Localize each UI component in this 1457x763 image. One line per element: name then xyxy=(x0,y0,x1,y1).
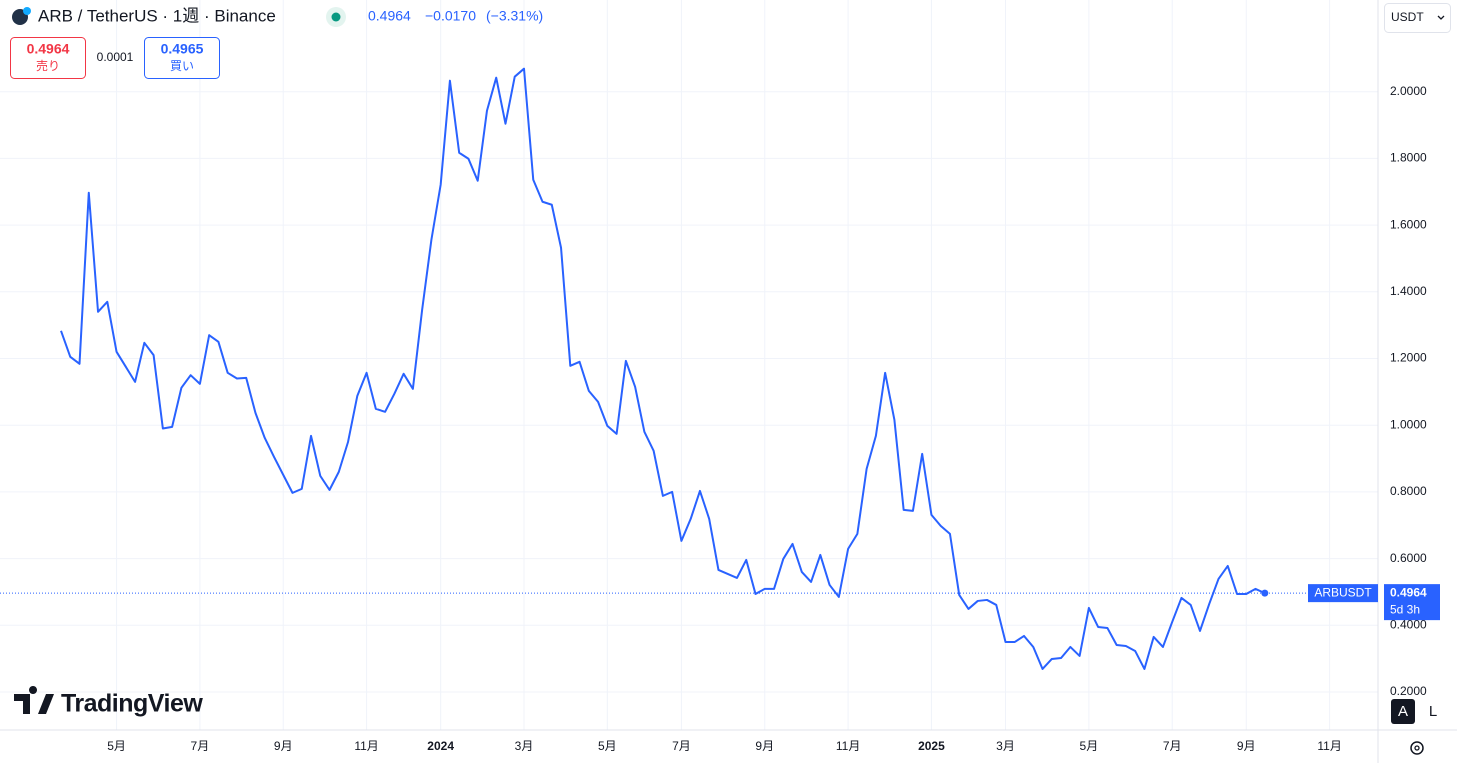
y-tick-label: 2.0000 xyxy=(1390,84,1427,98)
header-change-pct: (−3.31%) xyxy=(486,8,543,24)
price-label: 0.4964 xyxy=(1390,585,1427,599)
sell-button[interactable] xyxy=(10,37,86,79)
currency-select[interactable] xyxy=(1384,3,1451,33)
x-tick-label: 11月 xyxy=(354,739,378,753)
y-tick-label: 1.0000 xyxy=(1390,417,1427,431)
spread: 0.0001 xyxy=(97,50,134,64)
grid xyxy=(0,0,1378,730)
x-tick-label: 9月 xyxy=(755,739,774,753)
y-tick-label: 1.6000 xyxy=(1390,217,1427,231)
axes: 0.2000 0.4000 0.6000 0.8000 1.0000 1.2000 1.40… xyxy=(107,84,1427,753)
y-tick-label: 0.8000 xyxy=(1390,484,1427,498)
sell-price: 0.4964 xyxy=(27,41,70,57)
x-tick-label: 5月 xyxy=(1080,739,1099,753)
symbol-label-bg xyxy=(1308,584,1378,603)
x-tick-label: 7月 xyxy=(672,739,691,753)
sell-label: 売り xyxy=(36,58,60,73)
buy-price: 0.4965 xyxy=(161,41,204,57)
x-tick-label: 7月 xyxy=(1163,739,1182,753)
symbol-label: ARBUSDT xyxy=(1314,585,1372,599)
y-tick-label: 0.6000 xyxy=(1390,551,1427,565)
auto-scale-button[interactable] xyxy=(1391,699,1415,724)
y-tick-label: 0.2000 xyxy=(1390,684,1427,698)
x-tick-label: 9月 xyxy=(1237,739,1256,753)
log-scale-label[interactable]: L xyxy=(1429,703,1437,720)
x-tick-label: 5月 xyxy=(107,739,126,753)
y-tick-label: 0.4000 xyxy=(1390,617,1427,631)
brand-logo xyxy=(14,686,54,714)
price-label-bg xyxy=(1384,584,1440,621)
buy-button[interactable] xyxy=(144,37,220,79)
market-status-dot xyxy=(331,12,341,22)
price-line xyxy=(60,67,1266,670)
buy-label: 買い xyxy=(170,59,194,73)
x-tick-label: 9月 xyxy=(274,739,293,753)
last-point xyxy=(1261,589,1269,597)
x-tick-label: 2024 xyxy=(427,739,454,753)
x-tick-label: 7月 xyxy=(191,739,210,753)
currency-caret xyxy=(1437,15,1445,20)
countdown-label: 5d 3h xyxy=(1390,602,1420,616)
auto-scale-label: A xyxy=(1398,703,1408,720)
x-tick-label: 2025 xyxy=(918,739,945,753)
x-tick-label: 5月 xyxy=(598,739,617,753)
y-tick-label: 1.2000 xyxy=(1390,351,1427,365)
symbol-title: ARB / TetherUS · 1週 · Binance xyxy=(38,6,276,25)
currency: USDT xyxy=(1391,10,1424,24)
symbol-icon-badge xyxy=(23,7,31,15)
y-tick-label: 1.8000 xyxy=(1390,151,1427,165)
header-change: −0.0170 xyxy=(425,8,476,24)
plot-area xyxy=(0,67,1378,670)
x-tick-label: 11月 xyxy=(836,739,860,753)
x-tick-label: 3月 xyxy=(515,739,534,753)
settings-icon-center xyxy=(1414,745,1420,751)
settings-icon[interactable] xyxy=(1410,741,1424,755)
header-price: 0.4964 xyxy=(368,8,411,24)
x-tick-label: 3月 xyxy=(996,739,1015,753)
y-tick-label: 1.4000 xyxy=(1390,284,1427,298)
x-tick-label: 11月 xyxy=(1317,739,1341,753)
brand-name: TradingView xyxy=(61,690,203,718)
